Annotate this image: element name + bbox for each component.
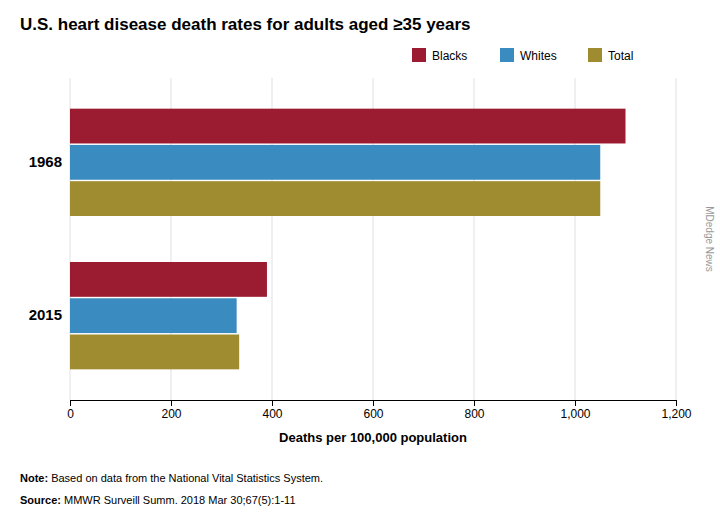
chart: U.S. heart disease death rates for adult…	[0, 0, 720, 528]
tick: 800	[464, 400, 484, 421]
legend-swatch	[500, 48, 514, 62]
legend: Blacks Whites Total	[412, 48, 633, 63]
bars	[70, 109, 626, 370]
bar	[70, 335, 239, 370]
tick: 1,200	[661, 400, 691, 421]
tick-mark	[373, 400, 374, 406]
bar	[70, 109, 626, 144]
tick-label: 1968	[29, 153, 62, 170]
bar	[70, 181, 600, 216]
legend-item: Whites	[500, 48, 557, 63]
tick-mark	[575, 400, 576, 406]
tick: 400	[262, 400, 282, 421]
tick-label: 0	[67, 407, 74, 421]
annotation: Source: MMWR Surveill Summ. 2018 Mar 30;…	[20, 494, 296, 506]
tick-mark	[474, 400, 475, 406]
tick-mark	[70, 400, 71, 406]
tick-label: 1,200	[661, 407, 691, 421]
tick: 600	[363, 400, 383, 421]
tick-label: 400	[262, 407, 282, 421]
tick-label: 200	[161, 407, 181, 421]
legend-label: Blacks	[432, 49, 467, 63]
tick: 1,000	[560, 400, 590, 421]
tick-mark	[676, 400, 677, 406]
axis-line	[71, 401, 677, 407]
tick: 1968	[29, 153, 70, 170]
bar	[70, 262, 267, 297]
y-axis: 1968 2015	[29, 153, 70, 323]
x-axis: 0 200 400 600 800 1,000 1,200	[67, 400, 692, 421]
plot: 0 200 400 600 800 1,000 1,200 1968 2015	[29, 78, 692, 421]
series	[70, 145, 600, 333]
tick-label: 800	[464, 407, 484, 421]
legend-label: Total	[608, 49, 633, 63]
bar	[70, 298, 237, 333]
legend-item: Total	[588, 48, 633, 63]
legend-label: Whites	[520, 49, 557, 63]
grid-line	[676, 78, 677, 400]
x-axis-title: Deaths per 100,000 population	[279, 430, 467, 445]
title: U.S. heart disease death rates for adult…	[20, 15, 471, 34]
series	[70, 109, 626, 297]
tick-mark	[171, 400, 172, 406]
tick: 2015	[29, 306, 70, 323]
tick-mark	[272, 400, 273, 406]
grid	[70, 78, 676, 400]
tick: 200	[161, 400, 181, 421]
tick-label: 2015	[29, 306, 62, 323]
tick-label: 1,000	[560, 407, 590, 421]
legend-swatch	[412, 48, 426, 62]
tick: 0	[67, 400, 74, 421]
bar	[70, 145, 600, 180]
annotation: Note: Based on data from the National Vi…	[20, 472, 323, 484]
legend-swatch	[588, 48, 602, 62]
watermark: MDedge News	[704, 206, 715, 272]
series	[70, 181, 600, 369]
legend-item: Blacks	[412, 48, 467, 63]
tick-label: 600	[363, 407, 383, 421]
